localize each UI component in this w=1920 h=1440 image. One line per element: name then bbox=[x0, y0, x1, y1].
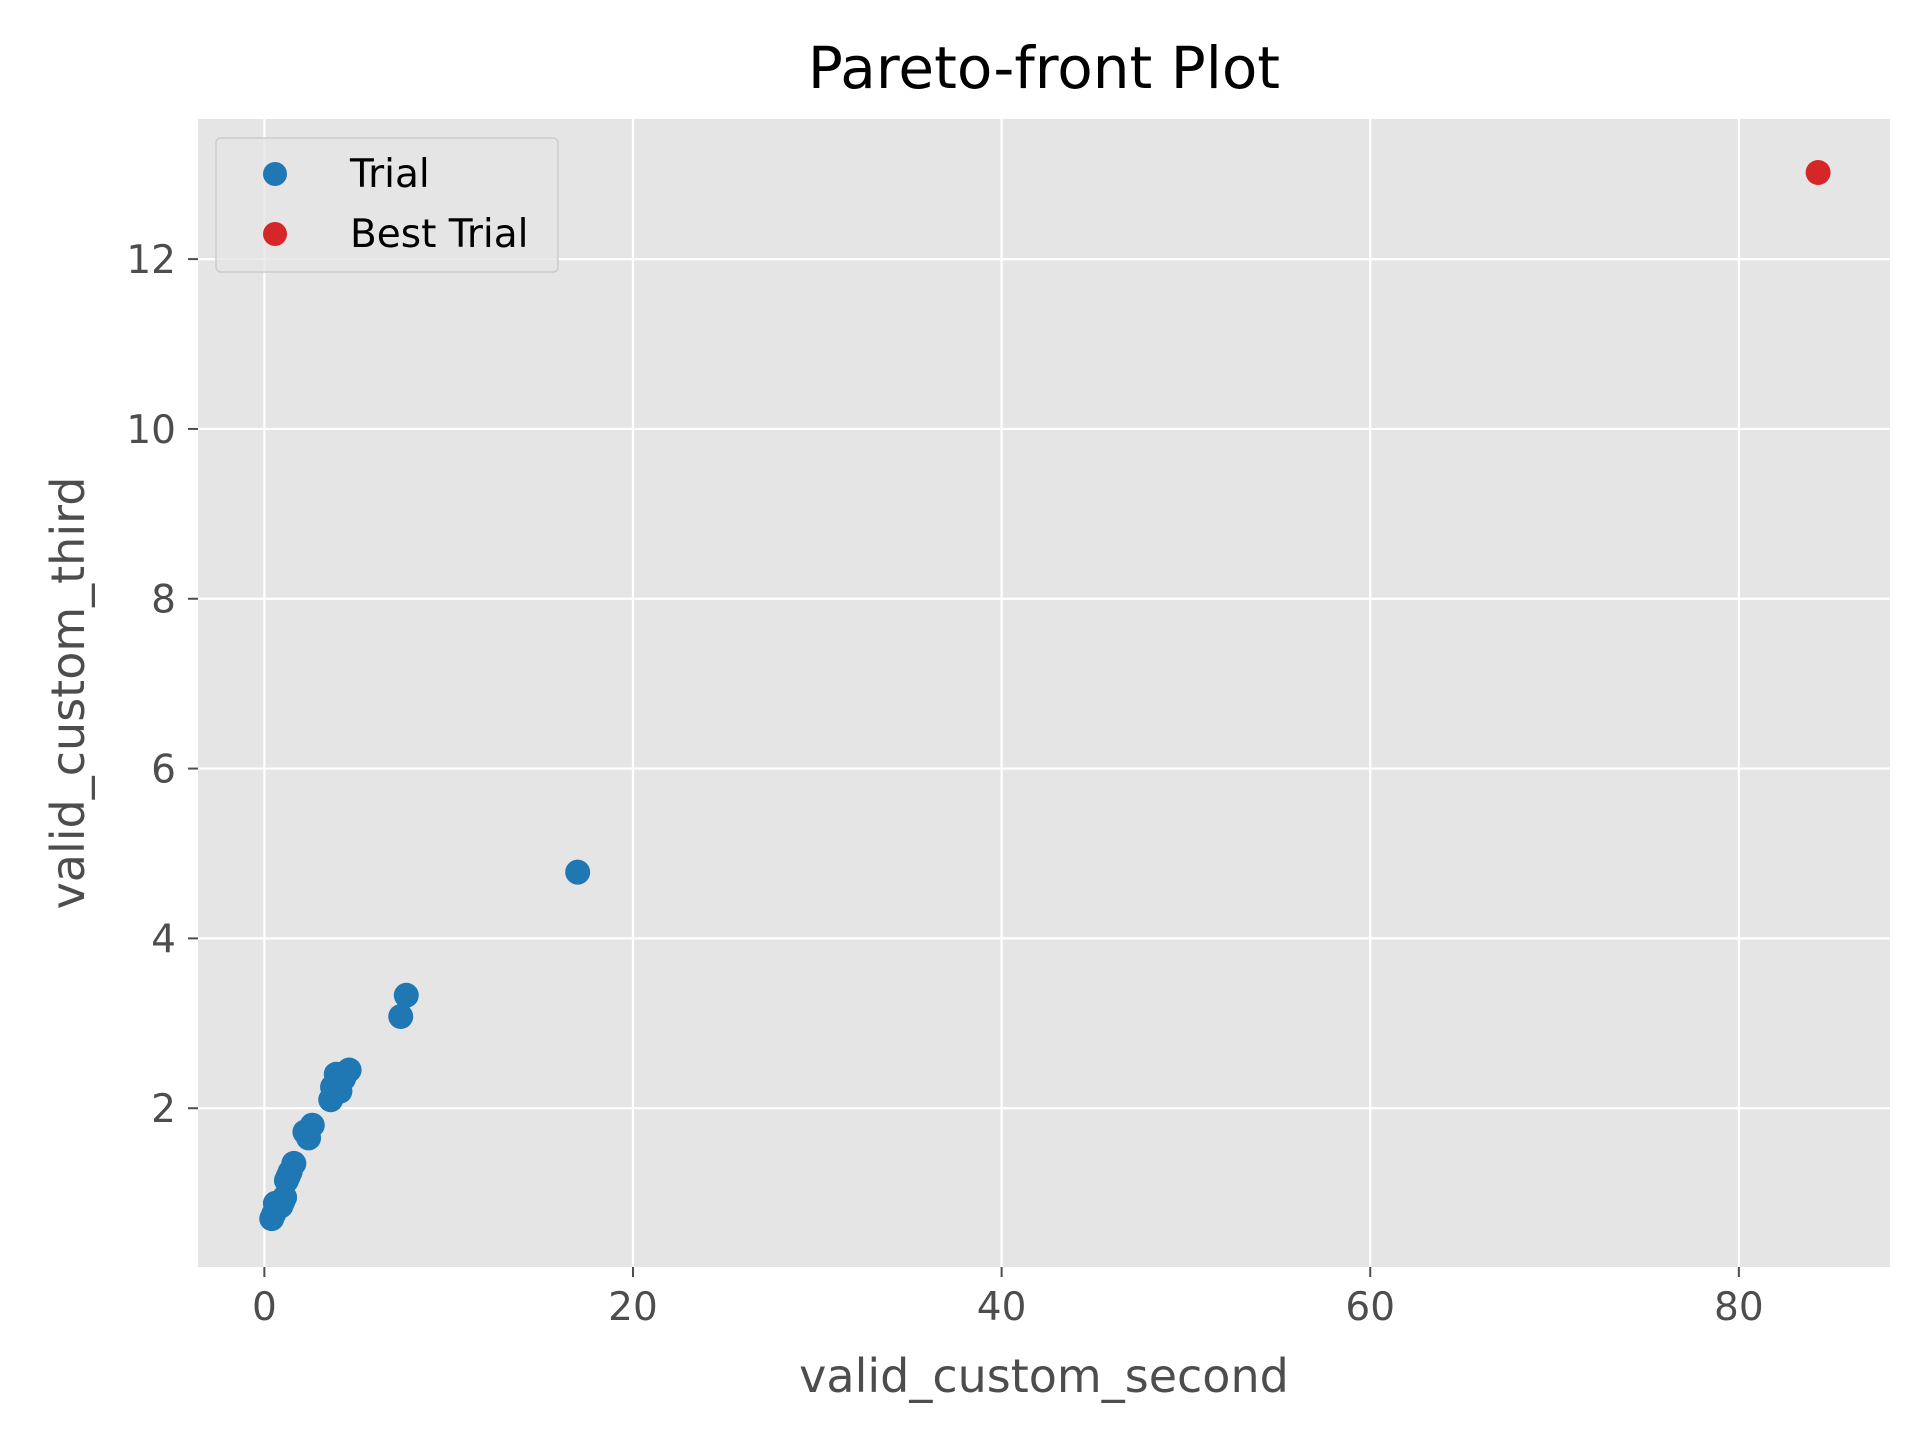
legend-marker-best-trial bbox=[263, 222, 287, 246]
y-tick-label: 8 bbox=[151, 578, 176, 623]
axis-ticks: 0 20 40 60 80 2 4 6 8 10 12 bbox=[126, 238, 1763, 1330]
x-axis-label: valid_custom_second bbox=[799, 1349, 1289, 1403]
trial-point bbox=[281, 1150, 307, 1176]
trial-point bbox=[393, 982, 419, 1008]
y-tick-label: 4 bbox=[151, 917, 176, 962]
x-tick-label: 60 bbox=[1345, 1285, 1395, 1330]
chart-title: Pareto-front Plot bbox=[808, 34, 1280, 102]
legend-label-best-trial: Best Trial bbox=[350, 212, 528, 257]
y-tick-label: 10 bbox=[126, 408, 176, 453]
y-tick-label: 2 bbox=[151, 1087, 176, 1132]
y-tick-label: 6 bbox=[151, 748, 176, 793]
x-tick-label: 80 bbox=[1714, 1285, 1764, 1330]
trial-point bbox=[299, 1112, 325, 1138]
legend-marker-trial bbox=[263, 162, 287, 186]
plot-background bbox=[198, 119, 1890, 1267]
y-axis-label: valid_custom_third bbox=[41, 477, 95, 910]
best-trial-point bbox=[1805, 159, 1831, 185]
data-points bbox=[259, 159, 1831, 1232]
legend: Trial Best Trial bbox=[215, 137, 559, 273]
x-tick-label: 0 bbox=[252, 1285, 277, 1330]
x-tick-label: 20 bbox=[608, 1285, 658, 1330]
trial-point bbox=[388, 1004, 414, 1030]
trial-point bbox=[565, 859, 591, 885]
trial-point bbox=[336, 1057, 362, 1083]
y-tick-label: 12 bbox=[126, 238, 176, 283]
x-tick-label: 40 bbox=[977, 1285, 1027, 1330]
legend-label-trial: Trial bbox=[349, 152, 430, 197]
legend-box bbox=[215, 137, 559, 273]
